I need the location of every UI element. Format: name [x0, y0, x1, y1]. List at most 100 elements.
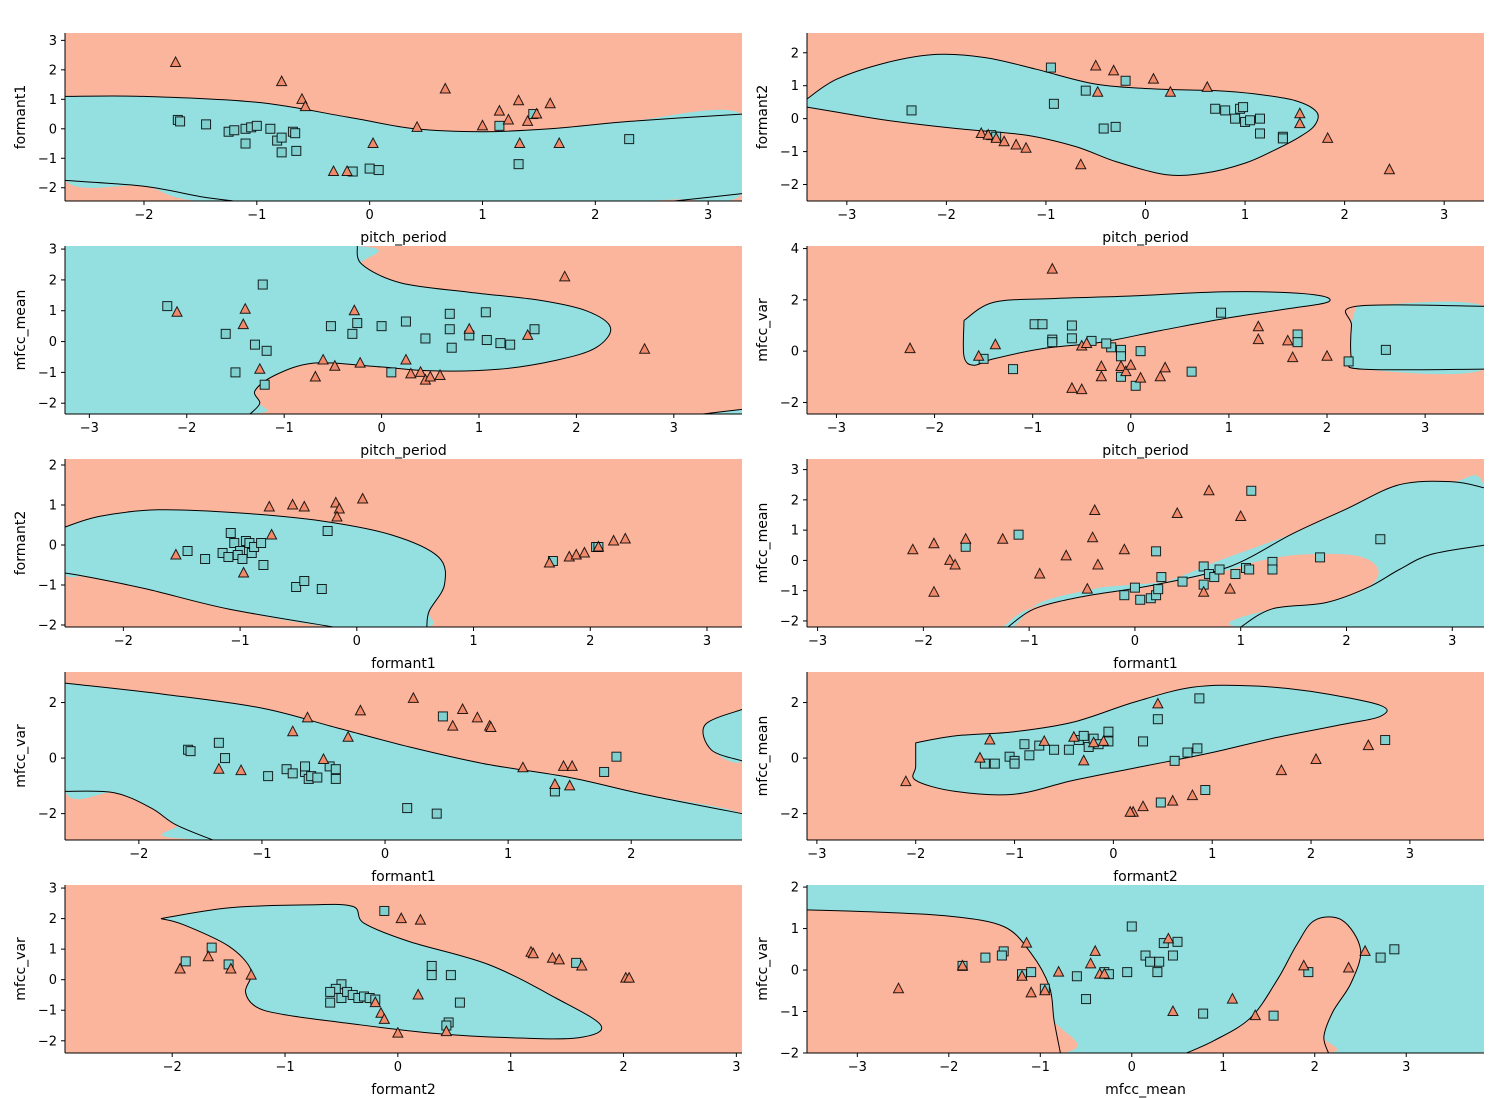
x-tick-label: 3 [704, 208, 712, 223]
data-point-square [1026, 967, 1037, 978]
data-point-square [330, 773, 341, 784]
x-tick-label: −3 [837, 208, 856, 223]
data-point-square [1155, 797, 1166, 808]
data-point-triangle [1107, 64, 1120, 76]
data-point-triangle [169, 55, 182, 67]
y-tick-label: −1 [38, 366, 57, 381]
y-tick-label: 2 [49, 459, 57, 474]
y-tick-label: 2 [791, 493, 799, 508]
x-tick-label: 3 [1448, 634, 1456, 649]
y-axis-label: mfcc_var [13, 937, 29, 1001]
data-point-triangle [530, 107, 543, 119]
data-point-square [1210, 103, 1221, 114]
decision-boundary [65, 572, 334, 627]
x-tick-label: 1 [1225, 421, 1233, 436]
x-tick-label: 2 [627, 847, 635, 862]
y-axis-label: mfcc_var [755, 298, 771, 362]
data-point-square [1120, 75, 1131, 86]
data-point-square [1024, 750, 1035, 761]
x-tick-label: 1 [504, 847, 512, 862]
data-point-square [1152, 967, 1163, 978]
y-tick-label: 3 [49, 34, 57, 49]
data-point-triangle [1321, 131, 1334, 143]
data-point-square [300, 761, 311, 772]
data-point-square [251, 120, 262, 131]
data-point-triangle [959, 532, 972, 544]
data-point-square [1389, 944, 1400, 955]
x-axis-label: mfcc_mean [1105, 1082, 1186, 1098]
y-tick-label: 0 [49, 122, 57, 137]
data-point-triangle [341, 164, 353, 177]
data-point-square [263, 771, 274, 782]
subplot-4: −3 −2 −1 0 1 2 3 −2 0 2 4 pitch_period mfcc_var [755, 242, 1484, 459]
data-point-triangle [1115, 359, 1127, 372]
data-point-square [445, 970, 456, 981]
data-point-square [1156, 572, 1167, 583]
x-tick-label: −1 [231, 634, 250, 649]
data-point-triangle [493, 104, 506, 116]
data-point-triangle [317, 353, 329, 365]
data-point-triangle [1203, 484, 1215, 496]
data-point-triangle [900, 775, 912, 787]
data-point-square [402, 803, 413, 814]
x-tick-label: −2 [925, 421, 944, 436]
data-point-triangle [1118, 543, 1131, 555]
data-point-triangle [1159, 361, 1171, 373]
x-tick-label: 3 [1421, 421, 1429, 436]
data-point-triangle [367, 136, 379, 149]
data-point-square [287, 768, 298, 779]
data-point-triangle [446, 719, 459, 731]
data-point-square [1063, 744, 1074, 755]
x-axis-label: pitch_period [1102, 230, 1188, 246]
data-point-square [352, 318, 363, 329]
data-point-triangle [1152, 697, 1164, 709]
y-tick-label: −2 [38, 619, 57, 634]
data-point-triangle [424, 370, 437, 382]
data-point-triangle [575, 959, 588, 971]
y-tick-label: 2 [791, 46, 799, 61]
data-point-triangle [1010, 138, 1022, 150]
data-point-square [265, 123, 276, 134]
decision-boundary [1007, 480, 1484, 627]
data-point-square [336, 993, 347, 1004]
decision-region [65, 95, 742, 201]
data-point-triangle [1120, 365, 1132, 377]
data-point-square [330, 764, 341, 775]
data-point-square [979, 758, 990, 769]
x-tick-label: −2 [163, 1060, 182, 1075]
data-point-square [364, 163, 375, 174]
data-point-square [611, 751, 622, 762]
x-tick-label: −1 [252, 847, 271, 862]
decision-region [65, 509, 446, 627]
data-point-triangle [412, 988, 424, 1000]
data-point-triangle [328, 359, 341, 371]
subplot-5: −2 −1 0 1 2 3 −2 −1 0 1 2 formant1 formant2 [13, 459, 742, 672]
x-tick-label: −1 [1023, 421, 1042, 436]
data-point-triangle [956, 959, 969, 971]
y-tick-label: −1 [780, 1005, 799, 1020]
data-point-triangle [974, 751, 986, 763]
data-point-triangle [1224, 582, 1236, 594]
data-point-triangle [513, 136, 526, 149]
data-point-square [1110, 121, 1121, 132]
x-tick-label: 3 [732, 1060, 740, 1075]
y-tick-label: 3 [49, 243, 57, 258]
y-tick-label: −1 [38, 1004, 57, 1019]
data-point-triangle [414, 365, 427, 377]
data-point-square [1047, 337, 1058, 348]
data-point-triangle [1201, 80, 1214, 92]
y-tick-label: 2 [49, 63, 57, 78]
x-tick-label: 0 [394, 1060, 402, 1075]
data-point-square [1115, 351, 1126, 362]
data-point-triangle [275, 75, 288, 87]
decision-region [807, 54, 1319, 176]
decision-boundary [65, 790, 213, 840]
y-axis-label: mfcc_var [755, 937, 771, 1001]
data-point-triangle [286, 498, 299, 510]
x-tick-label: 1 [1237, 634, 1245, 649]
data-point-triangle [342, 730, 354, 742]
data-point-triangle [1088, 503, 1101, 515]
data-point-triangle [1342, 961, 1355, 973]
data-point-triangle [411, 120, 423, 132]
data-point-square [1066, 320, 1077, 331]
